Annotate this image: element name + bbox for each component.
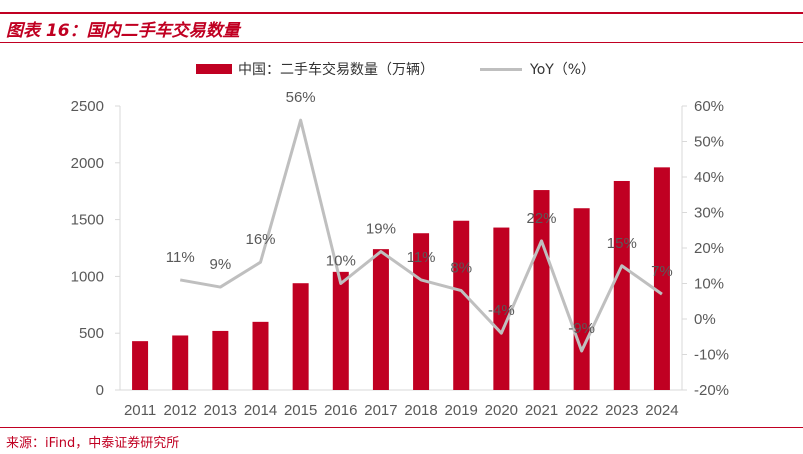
bar-2021: [533, 190, 550, 390]
title-underline: [0, 42, 803, 43]
x-tick-label: 2014: [244, 402, 277, 419]
bar-2024: [653, 167, 670, 390]
bar-2017: [372, 249, 389, 390]
x-tick-label: 2015: [284, 402, 317, 419]
bar-2023: [613, 180, 630, 390]
legend-bar-swatch: [196, 64, 232, 74]
right-tick-label: 40%: [694, 169, 724, 186]
bar-2022: [573, 208, 590, 390]
yoy-data-label: 10%: [326, 253, 356, 270]
legend-label-volume: 中国：二手车交易数量（万辆）: [238, 62, 434, 78]
chart-legend: 中国：二手车交易数量（万辆） YoY（%）: [196, 59, 595, 79]
source-rule: [0, 427, 803, 428]
left-tick-label: 1000: [71, 268, 104, 285]
x-tick-label: 2022: [565, 402, 598, 419]
right-tick-label: 60%: [694, 98, 724, 115]
right-tick-label: 50%: [694, 134, 724, 151]
yoy-data-label: 56%: [286, 89, 316, 106]
right-tick-label: 20%: [694, 240, 724, 257]
x-tick-label: 2018: [404, 402, 437, 419]
left-tick-label: 2500: [71, 98, 104, 115]
bar-2020: [493, 227, 510, 390]
right-tick-label: 0%: [694, 311, 716, 328]
x-tick-label: 2013: [204, 402, 237, 419]
yoy-data-label: 7%: [651, 263, 673, 280]
right-tick-label: -10%: [694, 347, 729, 364]
x-tick-label: 2019: [445, 402, 478, 419]
yoy-data-label: 22%: [526, 210, 556, 227]
header-rule: [0, 12, 803, 14]
left-tick-label: 2000: [71, 155, 104, 172]
x-tick-label: 2011: [124, 402, 156, 419]
legend-item-volume: 中国：二手车交易数量（万辆）: [196, 59, 434, 79]
yoy-data-label: -9%: [568, 320, 595, 337]
yoy-data-label: -4%: [488, 302, 515, 319]
bar-2016: [332, 271, 349, 390]
bar-2011: [132, 341, 149, 390]
yoy-data-label: 11%: [407, 249, 436, 266]
right-tick-label: 10%: [694, 276, 724, 293]
yoy-data-label: 9%: [210, 256, 232, 273]
x-tick-label: 2023: [605, 402, 638, 419]
bar-2019: [453, 220, 470, 390]
x-tick-label: 2012: [164, 402, 197, 419]
yoy-data-label: 15%: [607, 235, 637, 252]
bar-2013: [212, 330, 229, 390]
legend-label-yoy: YoY（%）: [530, 62, 596, 78]
x-tick-label: 2021: [525, 402, 558, 419]
bar-2014: [252, 321, 269, 390]
x-tick-label: 2024: [645, 402, 678, 419]
bar-2015: [292, 283, 309, 390]
left-tick-label: 1500: [71, 212, 104, 229]
source-note: 来源：iFind，中泰证券研究所: [6, 436, 180, 451]
bar-2018: [413, 233, 430, 390]
x-tick-label: 2020: [485, 402, 518, 419]
yoy-line: [179, 118, 663, 353]
x-tick-label: 2016: [324, 402, 357, 419]
bar-2012: [172, 335, 189, 390]
yoy-data-label: 8%: [450, 260, 472, 277]
left-tick-label: 0: [96, 382, 104, 399]
yoy-data-label: 11%: [166, 249, 195, 266]
legend-item-yoy: YoY（%）: [434, 59, 595, 79]
right-tick-label: -20%: [694, 382, 729, 399]
figure-title: 图表 16：国内二手车交易数量: [6, 21, 240, 41]
legend-line-swatch: [480, 67, 522, 71]
x-tick-label: 2017: [364, 402, 397, 419]
yoy-data-label: 16%: [245, 231, 275, 248]
left-tick-label: 500: [79, 325, 104, 342]
yoy-data-label: 19%: [366, 221, 396, 238]
right-tick-label: 30%: [694, 205, 724, 222]
